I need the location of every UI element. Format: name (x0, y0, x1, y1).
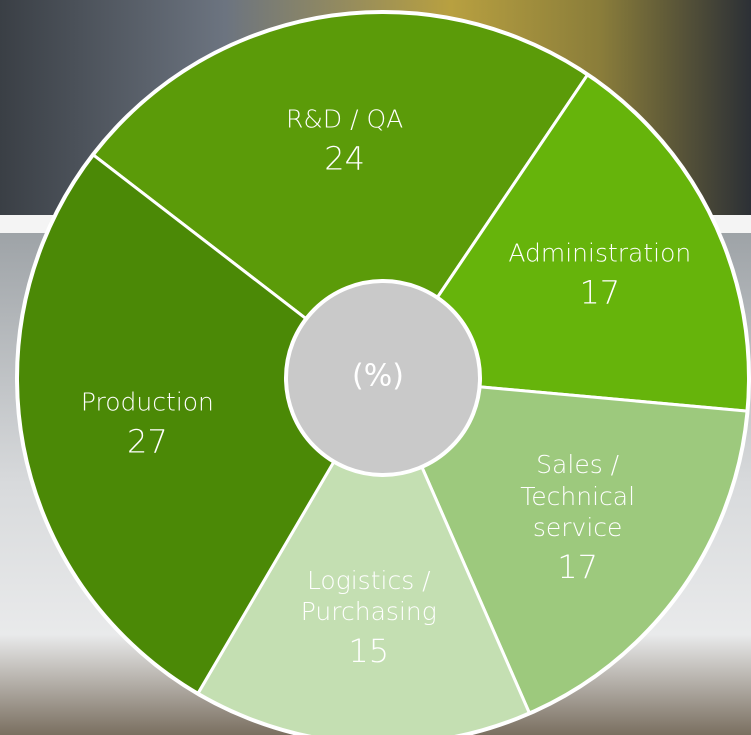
infographic: R&D / QA24Administration17Sales / Techni… (0, 0, 751, 735)
value-label: 17 (491, 547, 664, 587)
category-label: Sales / Technical service (491, 450, 664, 544)
category-label: R&D / QA (286, 103, 403, 134)
slice-label: Administration 17 (508, 237, 691, 312)
value-label: 27 (81, 421, 214, 461)
category-label: Administration (508, 237, 691, 268)
category-label: Logistics / Purchasing (301, 564, 437, 627)
center-label: (%) (352, 359, 404, 394)
category-label: Production (81, 386, 214, 417)
value-label: 15 (301, 631, 437, 671)
slice-label: Production 27 (81, 386, 214, 461)
value-label: 17 (508, 273, 691, 313)
value-label: 24 (286, 139, 403, 179)
slice-label: R&D / QA 24 (286, 103, 403, 178)
